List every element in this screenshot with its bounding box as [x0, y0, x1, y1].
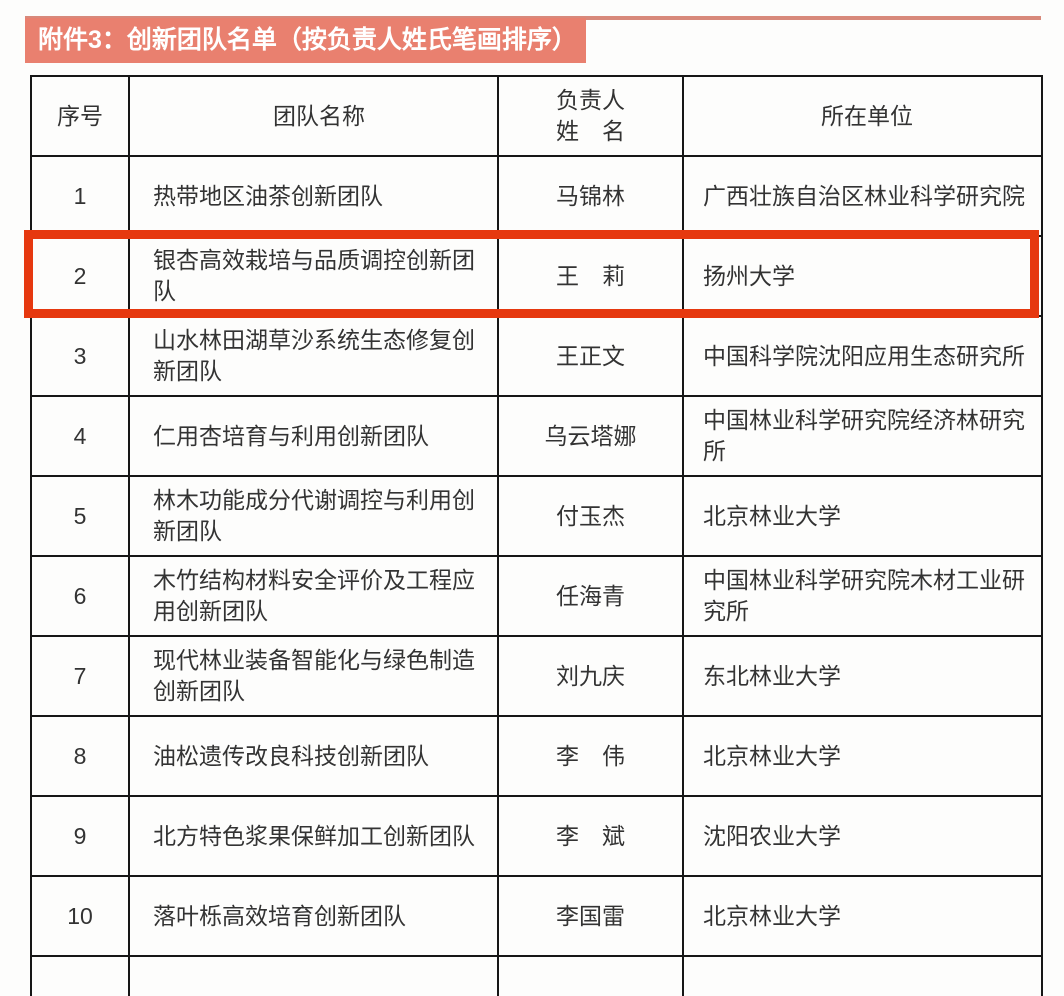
header-unit: 所在单位	[682, 75, 1043, 157]
row-index-cell: 7	[30, 635, 130, 717]
table-row: 4 仁用杏培育与利用创新团队 乌云塔娜 中国林业科学研究院经济林研究所	[30, 395, 1043, 477]
table-row	[30, 955, 1043, 996]
row-unit-cell: 东北林业大学	[682, 635, 1043, 717]
row-team-cell	[128, 955, 499, 996]
document-page: 附件3：创新团队名单（按负责人姓氏笔画排序） 序号 团队名称 负责人 姓 名 所…	[24, 16, 1043, 996]
header-leader-line1: 负责人	[556, 87, 625, 113]
row-unit-cell	[682, 955, 1043, 996]
row-unit-cell: 扬州大学	[682, 235, 1043, 317]
row-unit-cell: 广西壮族自治区林业科学研究院	[682, 155, 1043, 237]
row-leader-cell: 王 莉	[497, 235, 684, 317]
row-team-cell: 北方特色浆果保鲜加工创新团队	[128, 795, 499, 877]
row-leader-cell: 李国雷	[497, 875, 684, 957]
row-unit-cell: 中国科学院沈阳应用生态研究所	[682, 315, 1043, 397]
row-index-cell: 1	[30, 155, 130, 237]
team-table: 序号 团队名称 负责人 姓 名 所在单位 1 热带地区油茶创新团队 马锦林 广西…	[30, 75, 1043, 996]
row-leader-cell: 李 伟	[497, 715, 684, 797]
row-unit-cell: 沈阳农业大学	[682, 795, 1043, 877]
row-index-cell	[30, 955, 130, 996]
table-row: 9 北方特色浆果保鲜加工创新团队 李 斌 沈阳农业大学	[30, 795, 1043, 877]
row-team-cell: 仁用杏培育与利用创新团队	[128, 395, 499, 477]
row-team-cell: 热带地区油茶创新团队	[128, 155, 499, 237]
row-index-cell: 10	[30, 875, 130, 957]
row-leader-cell	[497, 955, 684, 996]
row-index-cell: 3	[30, 315, 130, 397]
row-team-cell: 油松遗传改良科技创新团队	[128, 715, 499, 797]
row-index-cell: 8	[30, 715, 130, 797]
row-leader-cell: 任海青	[497, 555, 684, 637]
row-index-cell: 9	[30, 795, 130, 877]
row-team-cell: 山水林田湖草沙系统生态修复创新团队	[128, 315, 499, 397]
row-leader-cell: 李 斌	[497, 795, 684, 877]
table-row: 1 热带地区油茶创新团队 马锦林 广西壮族自治区林业科学研究院	[30, 155, 1043, 237]
row-leader-cell: 王正文	[497, 315, 684, 397]
row-unit-cell: 中国林业科学研究院木材工业研究所	[682, 555, 1043, 637]
row-index-cell: 4	[30, 395, 130, 477]
row-index-cell: 2	[30, 235, 130, 317]
row-index-cell: 5	[30, 475, 130, 557]
table-row: 6 木竹结构材料安全评价及工程应用创新团队 任海青 中国林业科学研究院木材工业研…	[30, 555, 1043, 637]
row-leader-cell: 付玉杰	[497, 475, 684, 557]
header-leader-line2: 姓 名	[556, 118, 625, 144]
row-index-cell: 6	[30, 555, 130, 637]
row-unit-cell: 北京林业大学	[682, 875, 1043, 957]
row-team-cell: 银杏高效栽培与品质调控创新团队	[128, 235, 499, 317]
row-unit-cell: 北京林业大学	[682, 475, 1043, 557]
row-leader-cell: 马锦林	[497, 155, 684, 237]
table-row: 7 现代林业装备智能化与绿色制造创新团队 刘九庆 东北林业大学	[30, 635, 1043, 717]
table-row: 3 山水林田湖草沙系统生态修复创新团队 王正文 中国科学院沈阳应用生态研究所	[30, 315, 1043, 397]
header-team-name: 团队名称	[128, 75, 499, 157]
table-row: 10 落叶栎高效培育创新团队 李国雷 北京林业大学	[30, 875, 1043, 957]
row-unit-cell: 北京林业大学	[682, 715, 1043, 797]
table-header: 序号 团队名称 负责人 姓 名 所在单位	[30, 75, 1043, 157]
header-leader: 负责人 姓 名	[497, 75, 684, 157]
row-team-cell: 木竹结构材料安全评价及工程应用创新团队	[128, 555, 499, 637]
table-row: 5 林木功能成分代谢调控与利用创新团队 付玉杰 北京林业大学	[30, 475, 1043, 557]
team-table-body: 1 热带地区油茶创新团队 马锦林 广西壮族自治区林业科学研究院 2 银杏高效栽培…	[30, 155, 1043, 996]
table-row: 2 银杏高效栽培与品质调控创新团队 王 莉 扬州大学	[30, 235, 1043, 317]
attachment-title: 附件3：创新团队名单（按负责人姓氏笔画排序）	[25, 18, 586, 63]
row-team-cell: 现代林业装备智能化与绿色制造创新团队	[128, 635, 499, 717]
table-row: 8 油松遗传改良科技创新团队 李 伟 北京林业大学	[30, 715, 1043, 797]
row-unit-cell: 中国林业科学研究院经济林研究所	[682, 395, 1043, 477]
row-team-cell: 林木功能成分代谢调控与利用创新团队	[128, 475, 499, 557]
row-leader-cell: 刘九庆	[497, 635, 684, 717]
header-row: 序号 团队名称 负责人 姓 名 所在单位	[30, 75, 1043, 157]
row-team-cell: 落叶栎高效培育创新团队	[128, 875, 499, 957]
row-leader-cell: 乌云塔娜	[497, 395, 684, 477]
header-index: 序号	[30, 75, 130, 157]
